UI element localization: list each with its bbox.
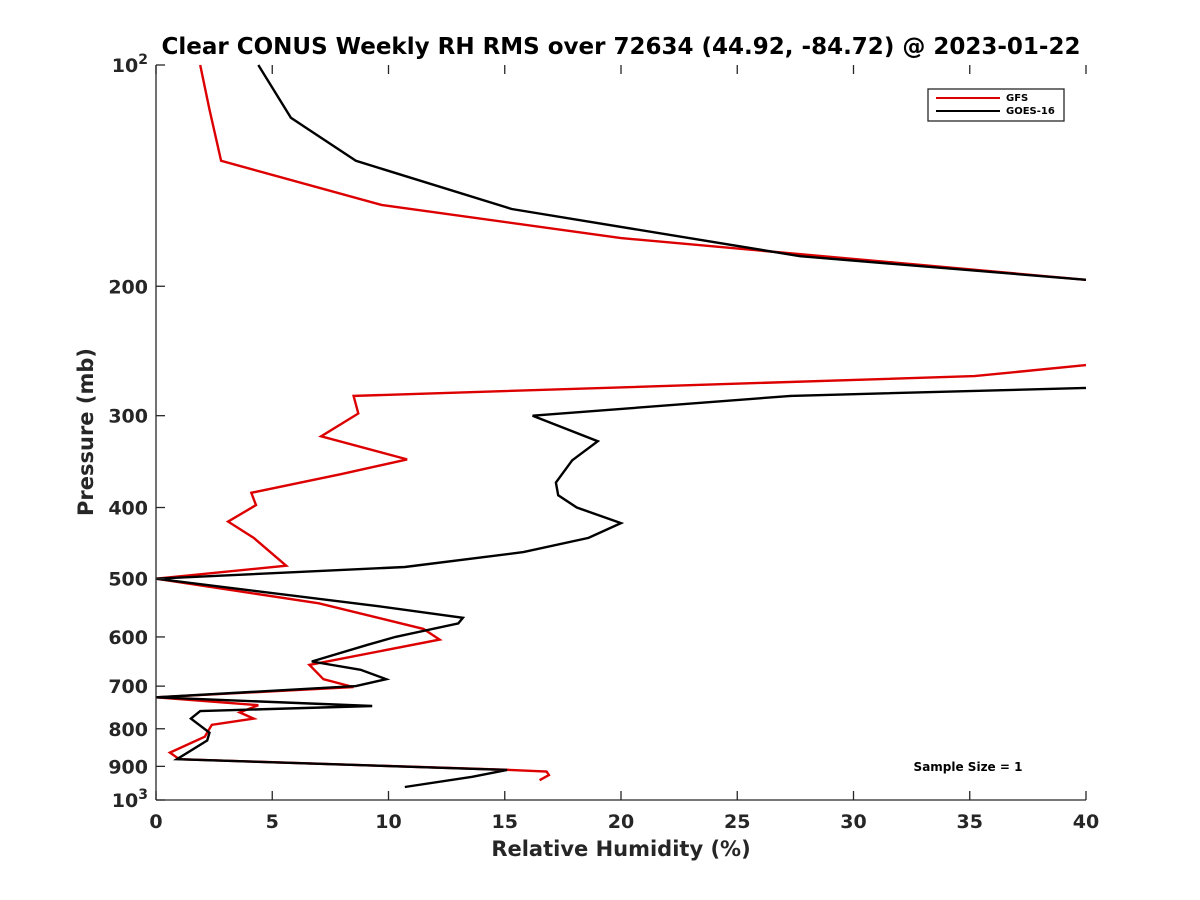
y-tick-label: 500 <box>108 569 148 591</box>
plot-area <box>156 65 1086 800</box>
x-tick-label: 5 <box>266 811 279 833</box>
x-tick-label: 0 <box>149 811 162 833</box>
x-tick-label: 10 <box>375 811 401 833</box>
x-tick-label: 25 <box>724 811 750 833</box>
y-tick-label: 102 <box>112 52 148 77</box>
series-layer <box>155 64 1087 789</box>
series-line-goes16-segment-1 <box>257 64 1087 281</box>
legend-box <box>927 88 1065 122</box>
x-axis-label: Relative Humidity (%) <box>491 837 750 861</box>
series-line-gfs-segment-1 <box>199 64 1087 281</box>
y-tick-label: 600 <box>108 627 148 649</box>
x-tick-label: 35 <box>957 811 983 833</box>
y-axis-label: Pressure (mb) <box>74 348 98 516</box>
x-tick-label: 20 <box>608 811 634 833</box>
x-axis-ticks: 0 5 10 15 20 25 30 35 40 <box>149 65 1099 833</box>
y-tick-label: 800 <box>108 719 148 741</box>
y-tick-label: 300 <box>108 406 148 428</box>
legend: GFS GOES-16 <box>927 88 1065 122</box>
series-line-gfs-segment-2 <box>155 363 1087 782</box>
x-tick-label: 15 <box>492 811 518 833</box>
sample-size-annotation: Sample Size = 1 <box>914 760 1023 774</box>
series-line-goes16-segment-2 <box>155 386 1087 789</box>
y-tick-label: 700 <box>108 676 148 698</box>
legend-label-goes16: GOES-16 <box>1006 106 1055 117</box>
y-tick-label: 400 <box>108 498 148 520</box>
y-tick-label: 200 <box>108 276 148 298</box>
legend-label-gfs: GFS <box>1006 93 1028 104</box>
x-tick-label: 40 <box>1073 811 1099 833</box>
y-tick-label: 900 <box>108 756 148 778</box>
chart-title: Clear CONUS Weekly RH RMS over 72634 (44… <box>162 34 1081 60</box>
x-tick-label: 30 <box>840 811 866 833</box>
